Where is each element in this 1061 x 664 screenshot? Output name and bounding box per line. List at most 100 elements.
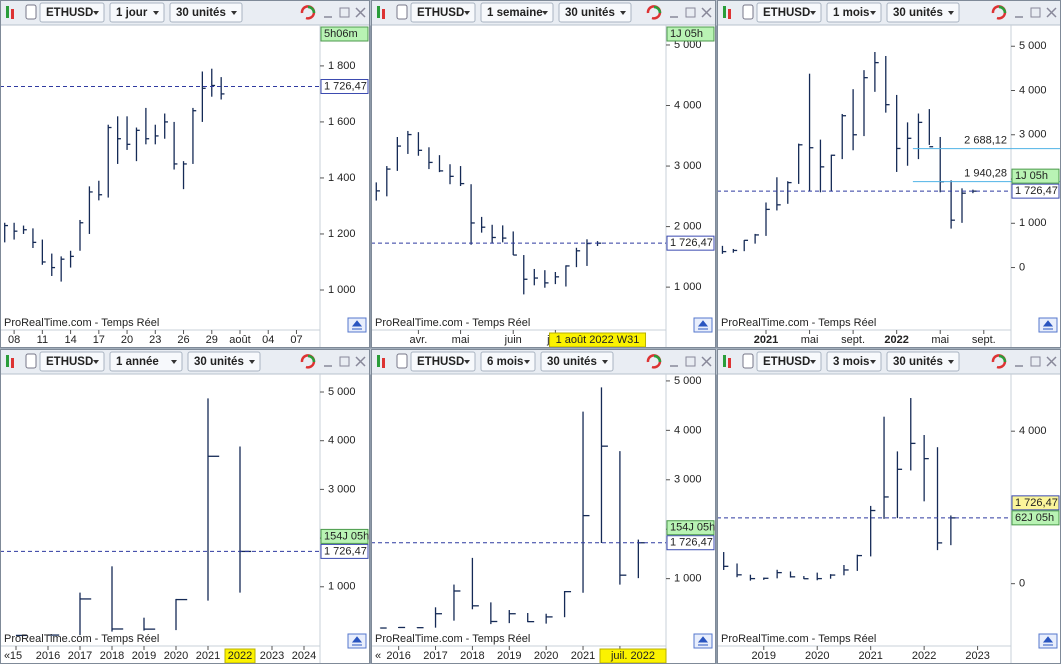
- period-label: 3 mois: [833, 356, 869, 368]
- period-dropdown[interactable]: [109, 2, 165, 23]
- panel-background: [717, 0, 1061, 348]
- period-dropdown[interactable]: [826, 351, 882, 372]
- symbol-dropdown[interactable]: [39, 351, 105, 372]
- symbol-dropdown[interactable]: [410, 351, 476, 372]
- x-tick-label: 2018: [460, 650, 484, 662]
- x-tick-label: 2022: [884, 334, 908, 346]
- maximize-button[interactable]: [1030, 7, 1041, 18]
- settings-icon[interactable]: [742, 4, 754, 20]
- refresh-icon-arrow[interactable]: [653, 5, 662, 14]
- chart-icon-bar[interactable]: [728, 358, 731, 368]
- x-tick-label: 2021: [858, 650, 882, 662]
- dropdown-arrow: [464, 360, 470, 364]
- maximize-button[interactable]: [685, 356, 696, 367]
- settings-icon[interactable]: [25, 4, 37, 20]
- refresh-icon-arrow[interactable]: [653, 354, 662, 363]
- last-price-label: 1 726,47: [1015, 185, 1058, 197]
- settings-icon[interactable]: [396, 4, 408, 20]
- settings-icon[interactable]: [742, 353, 754, 369]
- x-tick-label: 2024: [292, 650, 316, 662]
- chart-icon-bar[interactable]: [728, 9, 731, 19]
- chart-icon[interactable]: [723, 6, 726, 18]
- units-dropdown[interactable]: [886, 2, 960, 23]
- period-dropdown[interactable]: [826, 2, 882, 23]
- scroll-left-button[interactable]: «: [4, 650, 10, 662]
- maximize-button[interactable]: [339, 7, 350, 18]
- units-label: 30 unités: [565, 7, 615, 19]
- maximize-button[interactable]: [685, 7, 696, 18]
- symbol-dropdown[interactable]: [756, 2, 822, 23]
- chart-icon-bar[interactable]: [382, 9, 385, 19]
- scroll-left-button[interactable]: «: [375, 650, 381, 662]
- close-button[interactable]: [701, 7, 712, 18]
- x-tick-label: mai: [801, 334, 819, 346]
- period-dropdown[interactable]: [480, 2, 554, 23]
- chart-icon[interactable]: [377, 355, 380, 367]
- period-dropdown[interactable]: [109, 351, 183, 372]
- countdown-badge: [666, 26, 715, 42]
- maximize-button[interactable]: [339, 356, 350, 367]
- symbol-dropdown[interactable]: [756, 351, 822, 372]
- chart-icon[interactable]: [377, 6, 380, 18]
- chart-icon-bar[interactable]: [11, 9, 14, 19]
- units-label: 30 unités: [194, 356, 244, 368]
- last-price-box: [1011, 495, 1060, 511]
- settings-icon[interactable]: [25, 353, 37, 369]
- settings-icon[interactable]: [396, 353, 408, 369]
- period-label: 1 mois: [833, 7, 869, 19]
- chart-icon[interactable]: [6, 6, 9, 18]
- dropdown-arrow: [602, 360, 608, 364]
- x-tick-label: 2021: [754, 334, 778, 346]
- refresh-icon-arrow[interactable]: [307, 5, 316, 14]
- units-dropdown[interactable]: [169, 2, 243, 23]
- close-button[interactable]: [355, 356, 366, 367]
- period-dropdown[interactable]: [480, 351, 536, 372]
- units-dropdown[interactable]: [540, 351, 614, 372]
- close-button[interactable]: [1046, 7, 1057, 18]
- dropdown-arrow: [810, 360, 816, 364]
- last-price-label: 1 726,47: [324, 545, 367, 557]
- dropdown-arrow: [620, 11, 626, 15]
- chart-icon-bar[interactable]: [11, 358, 14, 368]
- symbol-dropdown[interactable]: [410, 2, 476, 23]
- panel-border: [0, 0, 370, 348]
- dropdown-arrow: [249, 360, 255, 364]
- countdown-badge: [666, 520, 715, 536]
- chart-icon[interactable]: [723, 355, 726, 367]
- refresh-icon-arrow[interactable]: [998, 5, 1007, 14]
- period-label: 6 mois: [487, 356, 523, 368]
- x-tick-label: 2019: [132, 650, 156, 662]
- units-dropdown[interactable]: [886, 351, 960, 372]
- export-icon: [697, 320, 709, 330]
- countdown-label: 1J 05h: [1015, 170, 1048, 182]
- x-tick-label: 23: [149, 334, 161, 346]
- close-button[interactable]: [1046, 356, 1057, 367]
- units-dropdown[interactable]: [558, 2, 632, 23]
- maximize-button[interactable]: [1030, 356, 1041, 367]
- units-dropdown[interactable]: [187, 351, 261, 372]
- symbol-label: ETHUSD: [763, 7, 810, 19]
- footer: ProRealTime.com - Temps Réel: [721, 633, 876, 645]
- x-tick-label: août: [229, 334, 250, 346]
- y-tick-label: 1 200: [328, 228, 356, 240]
- countdown-label: 5h06m: [324, 28, 358, 40]
- refresh-icon-arrow[interactable]: [307, 354, 316, 363]
- last-price-box: [666, 535, 715, 551]
- panel-background: [717, 349, 1061, 664]
- x-tick-label: avr.: [410, 334, 428, 346]
- y-tick-label: 5 000: [328, 386, 356, 398]
- y-tick-label: 4 000: [1019, 84, 1047, 96]
- dropdown-arrow: [231, 11, 237, 15]
- period-label: 1 année: [116, 356, 159, 368]
- close-button[interactable]: [701, 356, 712, 367]
- symbol-dropdown[interactable]: [39, 2, 105, 23]
- y-tick-label: 4 000: [1019, 425, 1047, 437]
- chart-icon-bar[interactable]: [382, 358, 385, 368]
- last-price-box: [666, 235, 715, 251]
- countdown-label: 62J 05h: [1015, 512, 1054, 524]
- x-tick-label: 2017: [68, 650, 92, 662]
- close-button[interactable]: [355, 7, 366, 18]
- refresh-icon-arrow[interactable]: [998, 354, 1007, 363]
- chart-icon[interactable]: [6, 355, 9, 367]
